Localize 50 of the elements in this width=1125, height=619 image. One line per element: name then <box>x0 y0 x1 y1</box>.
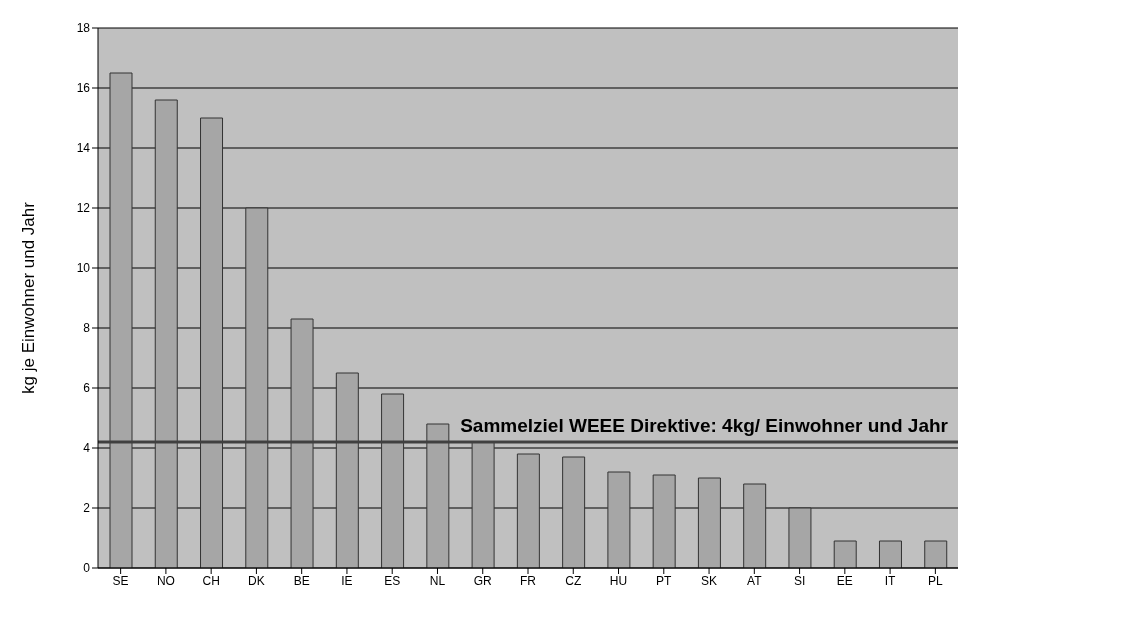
bar <box>562 456 586 568</box>
x-tick-label: FR <box>520 573 537 588</box>
x-tick-label: IE <box>341 573 353 588</box>
x-tick-label: SI <box>793 573 806 588</box>
x-tick-label: DK <box>248 573 265 588</box>
bar <box>743 483 767 568</box>
bar <box>607 471 631 568</box>
x-tick-label: PL <box>928 573 944 588</box>
y-tick-label: 12 <box>76 201 91 216</box>
x-tick-label: NL <box>429 573 446 588</box>
bar <box>335 372 359 568</box>
bar <box>200 117 224 568</box>
bar <box>245 207 269 568</box>
x-tick-label: IT <box>884 573 897 588</box>
bar <box>833 540 857 568</box>
bar <box>109 72 133 568</box>
x-tick-label: BE <box>293 573 310 588</box>
bar <box>426 423 450 568</box>
bar <box>290 318 314 568</box>
x-tick-label: PT <box>656 573 673 588</box>
x-tick-label: CZ <box>565 573 582 588</box>
y-tick-label: 8 <box>83 321 91 336</box>
y-tick-label: 14 <box>76 141 91 156</box>
bar <box>154 99 178 568</box>
x-tick-label: EE <box>836 573 853 588</box>
y-tick-label: 6 <box>83 381 91 396</box>
x-tick-label: HU <box>609 573 628 588</box>
bar <box>471 441 495 568</box>
bar <box>697 477 721 568</box>
y-tick-label: 16 <box>76 81 91 96</box>
bar <box>381 393 405 568</box>
x-tick-label: AT <box>747 573 763 588</box>
x-tick-label: GR <box>473 573 493 588</box>
y-tick-label: 4 <box>83 441 91 456</box>
x-tick-label: ES <box>384 573 401 588</box>
y-tick-label: 0 <box>83 561 91 576</box>
bar <box>788 507 812 568</box>
x-tick-label: SE <box>112 573 129 588</box>
x-tick-label: CH <box>202 573 220 588</box>
x-tick-label: NO <box>156 573 175 588</box>
x-tick-label: SK <box>701 573 718 588</box>
y-axis-title: kg je Einwohner und Jahr <box>19 201 39 394</box>
y-tick-label: 18 <box>76 21 91 36</box>
y-tick-label: 10 <box>76 261 91 276</box>
ref-line-label: Sammelziel WEEE Direktive: 4kg/ Einwohner und Jahr <box>460 415 949 436</box>
bar <box>516 453 540 568</box>
y-tick-label: 2 <box>83 501 91 516</box>
bar <box>924 540 948 568</box>
bar <box>878 540 902 568</box>
bar <box>652 474 676 568</box>
